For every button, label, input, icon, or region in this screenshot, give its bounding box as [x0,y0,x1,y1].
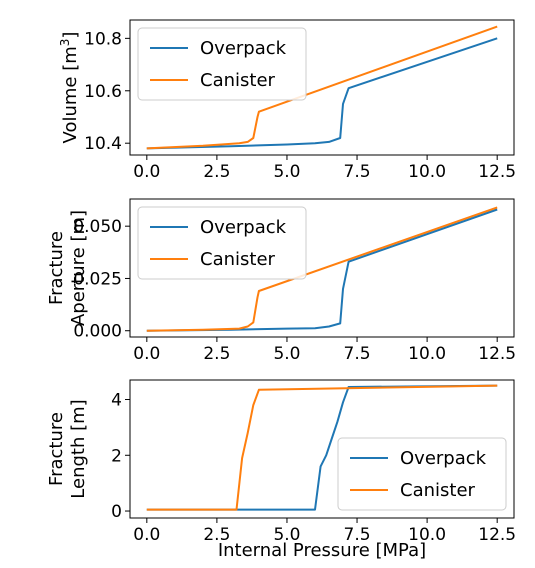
x-axis-label: Internal Pressure [MPa] [218,540,426,561]
series-line-canister [146,206,498,332]
series-line-canister [146,384,498,511]
x-tick-label: 12.5 [478,344,516,364]
x-tick-label: 5.0 [273,525,300,545]
legend: Overpack Canister [137,27,307,101]
legend-box [337,437,507,511]
x-tick-label: 10.0 [408,162,446,182]
y-axis-label: FractureAperture [m] [46,210,89,326]
x-tick-label: 5.0 [273,344,300,364]
chart-panel-3: 0.0 2.5 5.0 7.5 10.0 12.5 0 2 4 FractureLength [m… [46,379,516,545]
x-tick-label: 0.0 [133,344,160,364]
axes-frame [129,198,515,338]
y-tick-label: 10.4 [84,134,122,154]
legend-label-canister: Canister [400,480,476,501]
x-tick-label: 12.5 [478,525,516,545]
x-tick-label: 0.0 [133,525,160,545]
y-axis-label: Volume [m3] [58,32,81,144]
y-tick-label: 2 [111,446,122,466]
x-tick-label: 7.5 [344,344,371,364]
series-line-overpack [146,208,498,332]
y-tick-label: 10.6 [84,82,122,102]
legend-label-canister: Canister [200,70,276,91]
legend-label-canister: Canister [200,249,276,270]
x-tick-label: 12.5 [478,162,516,182]
y-tick-label: 0 [111,502,122,522]
x-tick-label: 7.5 [344,162,371,182]
axes-frame [129,379,515,519]
series-line-overpack [146,384,498,511]
legend-label-overpack: Overpack [200,217,287,238]
x-tick-label: 2.5 [203,344,230,364]
legend: Overpack Canister [137,206,307,280]
y-tick-label: 0.050 [73,217,122,237]
x-tick-label: 0.0 [133,162,160,182]
x-tick-label: 10.0 [408,344,446,364]
y-tick-label: 10.8 [84,29,122,49]
legend-box [137,27,307,101]
legend-label-overpack: Overpack [200,38,287,59]
legend-box [137,206,307,280]
y-tick-label: 0.025 [73,269,122,289]
series-line-overpack [146,37,498,150]
axes-frame [129,19,515,156]
y-tick-label: 4 [111,391,122,411]
y-tick-label: 0.000 [73,322,122,342]
chart-panel-2: 0.0 2.5 5.0 7.5 10.0 12.5 0.000 0.025 0.050Fract… [46,198,516,364]
x-tick-label: 7.5 [344,525,371,545]
series-line-canister [146,25,498,150]
x-tick-label: 5.0 [273,162,300,182]
y-axis-label: FractureLength [m] [46,399,89,498]
legend-label-overpack: Overpack [400,448,487,469]
legend: Overpack Canister [337,437,507,511]
x-tick-label: 10.0 [408,525,446,545]
x-tick-label: 2.5 [203,162,230,182]
x-tick-label: 2.5 [203,525,230,545]
